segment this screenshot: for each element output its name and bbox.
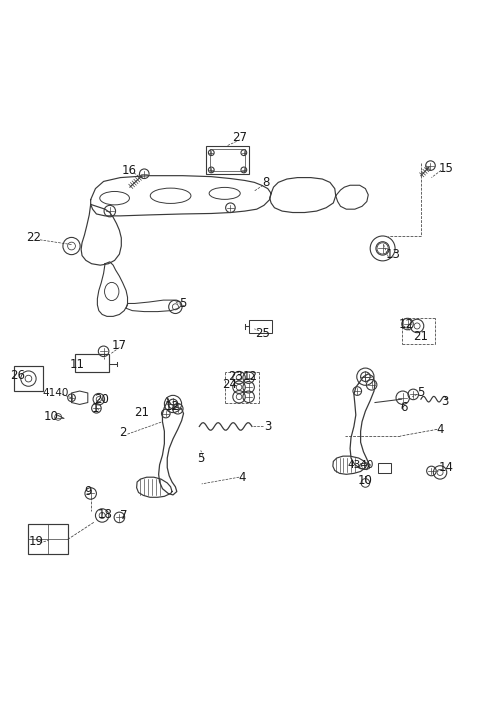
Text: 23: 23 [228, 370, 243, 383]
Text: 12: 12 [399, 318, 414, 331]
Text: 4: 4 [436, 423, 444, 436]
Text: 15: 15 [438, 161, 453, 174]
Bar [249, 320, 272, 333]
Text: 18: 18 [97, 508, 112, 521]
Text: 13: 13 [386, 247, 401, 261]
Text: 3: 3 [441, 395, 448, 408]
Text: 10: 10 [358, 474, 373, 487]
Text: 4340: 4340 [348, 460, 374, 470]
Text: 12: 12 [165, 400, 180, 413]
Bar [28, 524, 68, 554]
Text: 21: 21 [413, 331, 429, 343]
Bar [378, 463, 391, 473]
Text: 26: 26 [10, 369, 25, 381]
Bar [210, 149, 245, 171]
Text: 4140: 4140 [43, 388, 69, 398]
Text: 11: 11 [70, 358, 85, 371]
Text: 22: 22 [26, 231, 41, 244]
Text: 20: 20 [94, 393, 108, 406]
Text: 5: 5 [179, 298, 186, 310]
Text: 4: 4 [239, 470, 246, 484]
Text: 6: 6 [400, 401, 408, 414]
Text: 9: 9 [84, 485, 92, 498]
Bar [14, 366, 43, 391]
Text: 24: 24 [222, 379, 237, 391]
Text: 3: 3 [264, 420, 272, 433]
Text: 16: 16 [121, 164, 136, 177]
Bar [206, 146, 249, 174]
Bar [75, 353, 109, 372]
Text: 17: 17 [112, 338, 127, 351]
Text: 2: 2 [119, 426, 127, 440]
Text: 5: 5 [417, 386, 425, 399]
Text: 7: 7 [120, 509, 128, 522]
Text: 12: 12 [243, 370, 258, 383]
Text: 1: 1 [92, 402, 99, 415]
Text: 19: 19 [29, 535, 44, 548]
Text: 5: 5 [197, 452, 204, 465]
Text: 25: 25 [255, 327, 270, 340]
Text: 10: 10 [44, 410, 59, 424]
Text: 27: 27 [232, 131, 248, 144]
Text: 8: 8 [263, 176, 270, 189]
Text: 21: 21 [134, 406, 149, 419]
Text: 14: 14 [438, 461, 453, 474]
